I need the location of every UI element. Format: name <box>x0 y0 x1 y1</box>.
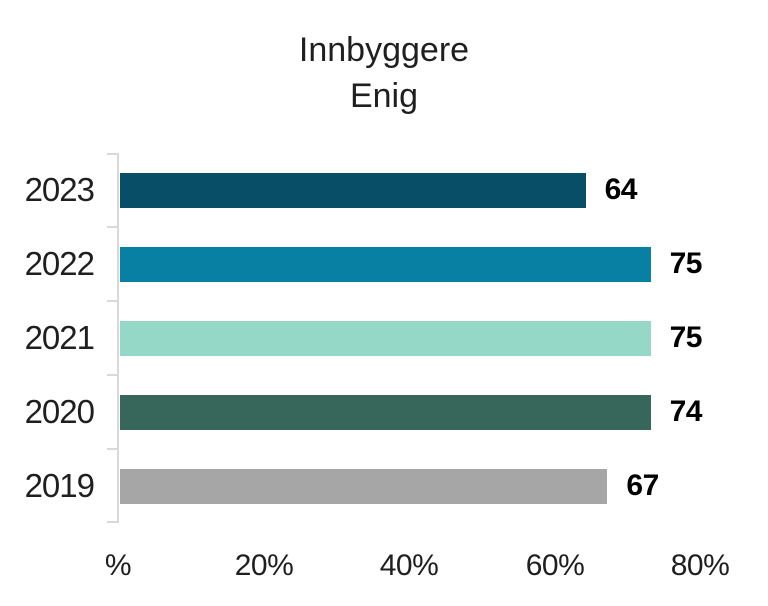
bar-value-label: 75 <box>669 247 703 280</box>
x-axis-tick-label: % <box>104 549 132 582</box>
axis-tick <box>107 521 118 523</box>
x-axis: % 20% 40% 60% 80% <box>0 549 768 591</box>
bar <box>120 468 608 504</box>
bar-row: 2022 75 <box>0 227 768 301</box>
x-axis-tick-label: 80% <box>670 549 730 582</box>
bar-row: 2021 75 <box>0 301 768 375</box>
chart-title-line-2: Enig <box>349 77 419 115</box>
bar-track: 75 <box>120 320 703 356</box>
y-axis-label: 2023 <box>24 171 95 208</box>
x-axis-tick-label: 60% <box>525 549 585 582</box>
y-axis-label: 2020 <box>24 393 95 430</box>
axis-tick <box>107 374 118 376</box>
bar <box>120 172 586 208</box>
axis-tick <box>107 153 118 155</box>
y-axis-label: 2022 <box>24 245 95 282</box>
y-axis-line <box>117 153 119 523</box>
axis-tick <box>107 226 118 228</box>
bar-track: 64 <box>120 172 702 208</box>
y-axis-label: 2021 <box>24 319 95 356</box>
plot-area: 2023 64 2022 75 2021 75 2020 74 <box>0 153 768 523</box>
bar-row: 2020 74 <box>0 375 768 449</box>
bar <box>120 394 651 430</box>
bar-track: 74 <box>120 394 703 430</box>
axis-tick <box>107 300 118 302</box>
bar-value-label: 67 <box>626 469 659 502</box>
bar-value-label: 75 <box>669 321 703 354</box>
x-axis-tick-label: 20% <box>234 549 294 582</box>
bar-row: 2019 67 <box>0 449 768 523</box>
bar-value-label: 64 <box>604 173 638 206</box>
bar-row: 2023 64 <box>0 153 768 227</box>
y-axis-label: 2019 <box>24 467 95 504</box>
x-axis-tick-label: 40% <box>379 549 439 582</box>
bar-value-label: 74 <box>669 395 703 428</box>
bar-track: 75 <box>120 246 703 282</box>
bar <box>120 320 651 356</box>
bar <box>120 246 651 282</box>
chart-title-line-1: Innbyggere <box>298 31 470 69</box>
bar-track: 67 <box>120 468 702 504</box>
chart-title: Innbyggere Enig <box>0 27 768 119</box>
axis-tick <box>107 448 118 450</box>
